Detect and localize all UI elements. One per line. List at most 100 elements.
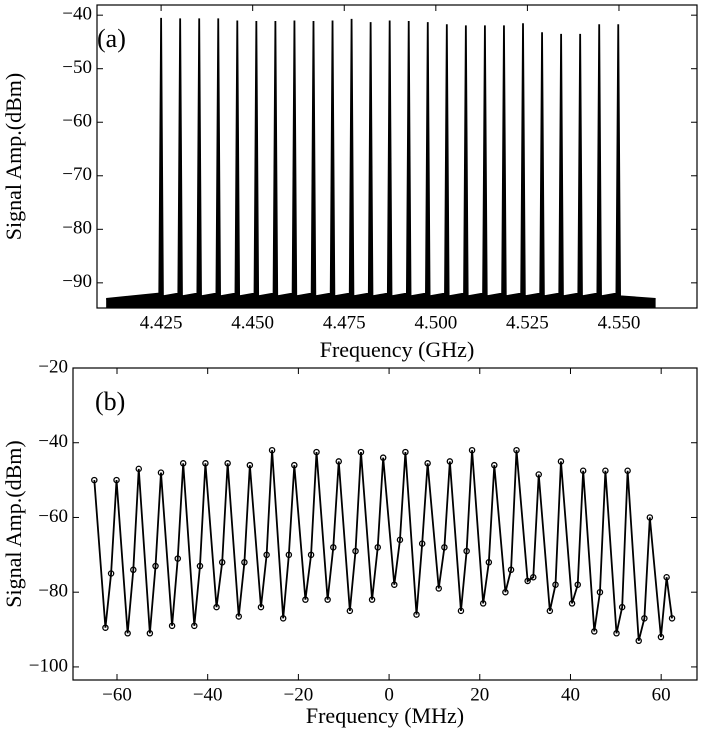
x-tick-label: 60 — [652, 684, 671, 705]
marker — [552, 581, 559, 588]
marker — [330, 544, 337, 551]
marker — [618, 603, 626, 611]
marker — [135, 465, 143, 473]
panel-label: (a) — [97, 24, 126, 53]
marker — [591, 628, 598, 635]
plot-frame — [72, 367, 698, 681]
marker — [485, 559, 493, 566]
marker — [146, 630, 154, 637]
y-tick-label: −100 — [29, 655, 68, 676]
marker — [257, 603, 265, 611]
marker — [102, 624, 109, 631]
marker — [557, 458, 565, 465]
marker — [641, 615, 648, 622]
y-tick-label: −70 — [62, 164, 92, 185]
y-tick-label: −60 — [38, 506, 68, 527]
x-tick-label: 4.425 — [140, 312, 183, 333]
marker — [124, 630, 131, 637]
marker — [446, 458, 454, 465]
y-tick-label: −80 — [62, 218, 92, 239]
marker — [224, 460, 231, 467]
marker — [179, 460, 187, 467]
x-tick-label: 0 — [384, 684, 394, 705]
x-tick-label: −60 — [102, 684, 132, 705]
x-tick-label: 4.500 — [414, 312, 457, 333]
marker — [391, 581, 398, 588]
y-axis-label: Signal Amp.(dBm) — [1, 73, 26, 240]
marker — [157, 469, 165, 476]
marker — [418, 540, 426, 547]
marker — [524, 577, 531, 585]
marker — [657, 633, 665, 641]
x-tick-label: −20 — [284, 684, 314, 705]
marker — [279, 615, 287, 622]
marker — [424, 460, 431, 467]
line — [93, 450, 673, 641]
marker — [613, 630, 620, 637]
marker — [246, 461, 254, 469]
marker — [579, 467, 587, 475]
marker — [530, 573, 537, 581]
marker — [263, 551, 270, 559]
marker — [241, 559, 248, 566]
marker — [624, 467, 631, 475]
x-tick-label: 40 — [561, 684, 580, 705]
marker — [196, 562, 204, 570]
marker — [213, 603, 220, 611]
marker — [502, 588, 509, 596]
marker — [91, 476, 98, 484]
marker — [285, 551, 293, 559]
marker — [479, 600, 487, 607]
y-axis-label: Signal Amp.(dBm) — [1, 440, 26, 607]
marker — [435, 585, 442, 592]
marker — [130, 566, 137, 574]
x-tick-label: 4.450 — [231, 312, 274, 333]
marker — [346, 607, 354, 615]
marker — [168, 622, 176, 630]
y-tick-label: −50 — [62, 57, 92, 78]
x-tick-label: 4.475 — [323, 312, 366, 333]
marker — [396, 536, 404, 544]
marker — [546, 607, 554, 615]
x-tick-label: 4.525 — [506, 312, 549, 333]
marker — [646, 514, 654, 521]
marker — [218, 559, 226, 566]
marker — [235, 613, 242, 620]
marker — [568, 600, 576, 607]
line — [106, 17, 656, 300]
marker — [635, 637, 642, 645]
marker — [307, 551, 315, 559]
marker — [491, 461, 498, 469]
marker — [402, 448, 409, 456]
y-tick-label: −60 — [62, 111, 92, 132]
y-tick-label: −40 — [62, 4, 92, 25]
marker — [457, 607, 465, 615]
marker — [152, 562, 159, 570]
marker — [374, 544, 381, 551]
marker — [602, 467, 609, 475]
marker — [191, 622, 198, 630]
x-tick-label: −40 — [193, 684, 223, 705]
x-tick-label: 20 — [470, 684, 489, 705]
x-axis-label: Frequency (MHz) — [306, 703, 464, 728]
marker — [663, 573, 670, 581]
marker — [107, 570, 115, 577]
marker — [574, 581, 581, 588]
marker — [302, 596, 309, 603]
marker — [468, 446, 476, 454]
marker — [368, 596, 376, 603]
marker — [507, 566, 515, 574]
marker — [513, 446, 520, 454]
area — [106, 17, 656, 309]
plot-frame — [96, 4, 698, 309]
x-tick-label: 4.550 — [598, 312, 641, 333]
y-tick-label: −80 — [38, 581, 68, 602]
y-tick-label: −90 — [62, 271, 92, 292]
marker — [352, 547, 359, 555]
marker — [357, 448, 365, 456]
marker — [313, 448, 320, 456]
marker — [379, 454, 387, 461]
marker — [202, 460, 209, 467]
marker — [441, 544, 448, 551]
